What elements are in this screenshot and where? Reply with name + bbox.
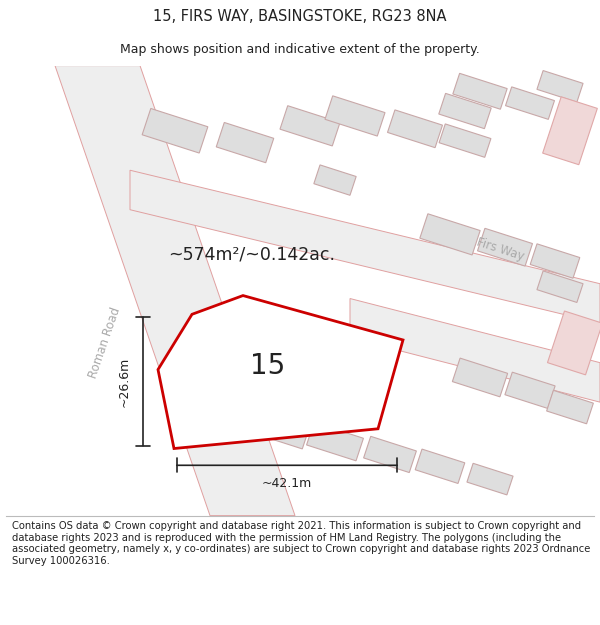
Text: ~26.6m: ~26.6m xyxy=(118,356,131,406)
Polygon shape xyxy=(280,106,340,146)
Polygon shape xyxy=(506,87,554,119)
Polygon shape xyxy=(452,358,508,397)
Text: 15: 15 xyxy=(250,352,286,380)
Text: Contains OS data © Crown copyright and database right 2021. This information is : Contains OS data © Crown copyright and d… xyxy=(12,521,590,566)
Polygon shape xyxy=(314,165,356,195)
Text: ~574m²/~0.142ac.: ~574m²/~0.142ac. xyxy=(168,245,335,263)
Polygon shape xyxy=(307,422,364,461)
Polygon shape xyxy=(542,97,598,165)
Polygon shape xyxy=(453,73,507,109)
Polygon shape xyxy=(439,124,491,158)
Polygon shape xyxy=(467,463,513,495)
Polygon shape xyxy=(158,296,403,449)
Text: ~42.1m: ~42.1m xyxy=(262,477,312,490)
Polygon shape xyxy=(505,372,555,408)
Polygon shape xyxy=(325,96,385,136)
Text: Firs Way: Firs Way xyxy=(230,322,280,350)
Polygon shape xyxy=(439,93,491,129)
Polygon shape xyxy=(216,122,274,162)
Polygon shape xyxy=(547,391,593,424)
Text: 15, FIRS WAY, BASINGSTOKE, RG23 8NA: 15, FIRS WAY, BASINGSTOKE, RG23 8NA xyxy=(153,9,447,24)
Polygon shape xyxy=(55,66,295,516)
Text: Roman Road: Roman Road xyxy=(87,306,123,380)
Polygon shape xyxy=(350,299,600,402)
Polygon shape xyxy=(547,311,600,375)
Polygon shape xyxy=(388,110,442,148)
Polygon shape xyxy=(130,170,600,323)
Polygon shape xyxy=(537,271,583,302)
Polygon shape xyxy=(530,244,580,278)
Polygon shape xyxy=(420,214,480,255)
Polygon shape xyxy=(537,71,583,102)
Text: Firs Way: Firs Way xyxy=(475,236,526,263)
Polygon shape xyxy=(478,228,532,266)
Polygon shape xyxy=(250,409,310,449)
Polygon shape xyxy=(364,436,416,472)
Polygon shape xyxy=(142,109,208,153)
Text: Map shows position and indicative extent of the property.: Map shows position and indicative extent… xyxy=(120,42,480,56)
Polygon shape xyxy=(415,449,465,484)
